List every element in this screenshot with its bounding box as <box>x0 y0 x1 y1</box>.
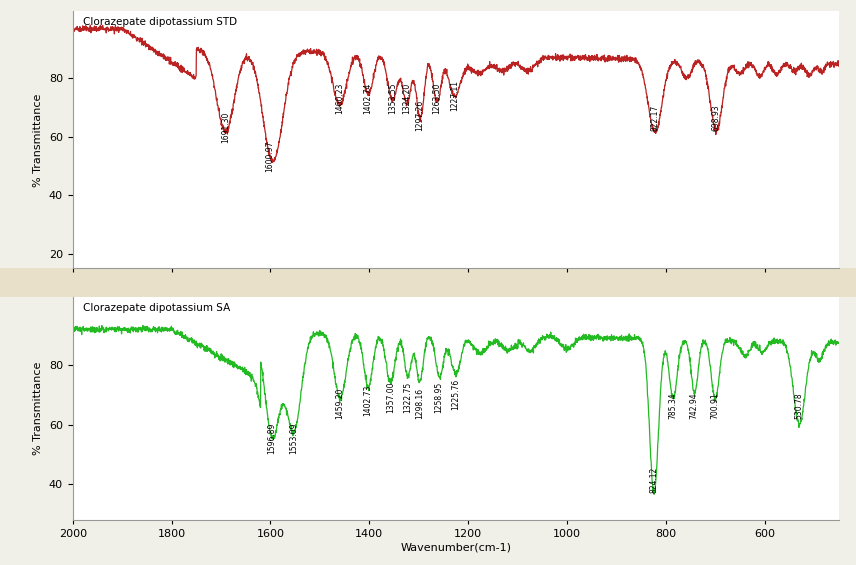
Y-axis label: % Transmittance: % Transmittance <box>33 93 44 186</box>
Text: 785.34: 785.34 <box>669 392 678 419</box>
Text: 698.93: 698.93 <box>711 105 721 131</box>
Text: 1691.30: 1691.30 <box>221 111 230 143</box>
Text: 1324.20: 1324.20 <box>402 82 411 114</box>
Text: Clorazepate dipotassium SA: Clorazepate dipotassium SA <box>83 303 230 312</box>
X-axis label: Wavenumber(cm-1): Wavenumber(cm-1) <box>401 543 511 553</box>
Text: 1596.89: 1596.89 <box>268 423 276 454</box>
Text: 1298.16: 1298.16 <box>415 388 425 419</box>
Text: 1459.20: 1459.20 <box>336 387 345 419</box>
Text: 824.12: 824.12 <box>650 467 658 493</box>
Text: 1357.00: 1357.00 <box>386 381 395 412</box>
Text: 700.91: 700.91 <box>710 392 719 419</box>
Text: 530.78: 530.78 <box>794 392 804 419</box>
Text: 1258.95: 1258.95 <box>435 381 443 412</box>
Text: 1460.23: 1460.23 <box>335 82 344 114</box>
Text: 742.94: 742.94 <box>690 392 698 419</box>
Text: 1402.74: 1402.74 <box>364 82 372 114</box>
Text: 822.17: 822.17 <box>651 105 659 131</box>
Text: Clorazepate dipotassium STD: Clorazepate dipotassium STD <box>83 17 237 27</box>
Text: 1227.11: 1227.11 <box>450 80 460 111</box>
Y-axis label: % Transmittance: % Transmittance <box>33 362 44 455</box>
Text: 1263.50: 1263.50 <box>432 82 442 114</box>
Text: 1402.73: 1402.73 <box>364 384 372 416</box>
Text: 1553.09: 1553.09 <box>289 423 298 454</box>
Text: 1600.97: 1600.97 <box>265 141 275 172</box>
Text: 1297.26: 1297.26 <box>416 100 425 131</box>
Text: 1225.76: 1225.76 <box>451 379 460 410</box>
Text: 1322.75: 1322.75 <box>403 381 412 412</box>
Text: 1353.55: 1353.55 <box>388 82 397 114</box>
